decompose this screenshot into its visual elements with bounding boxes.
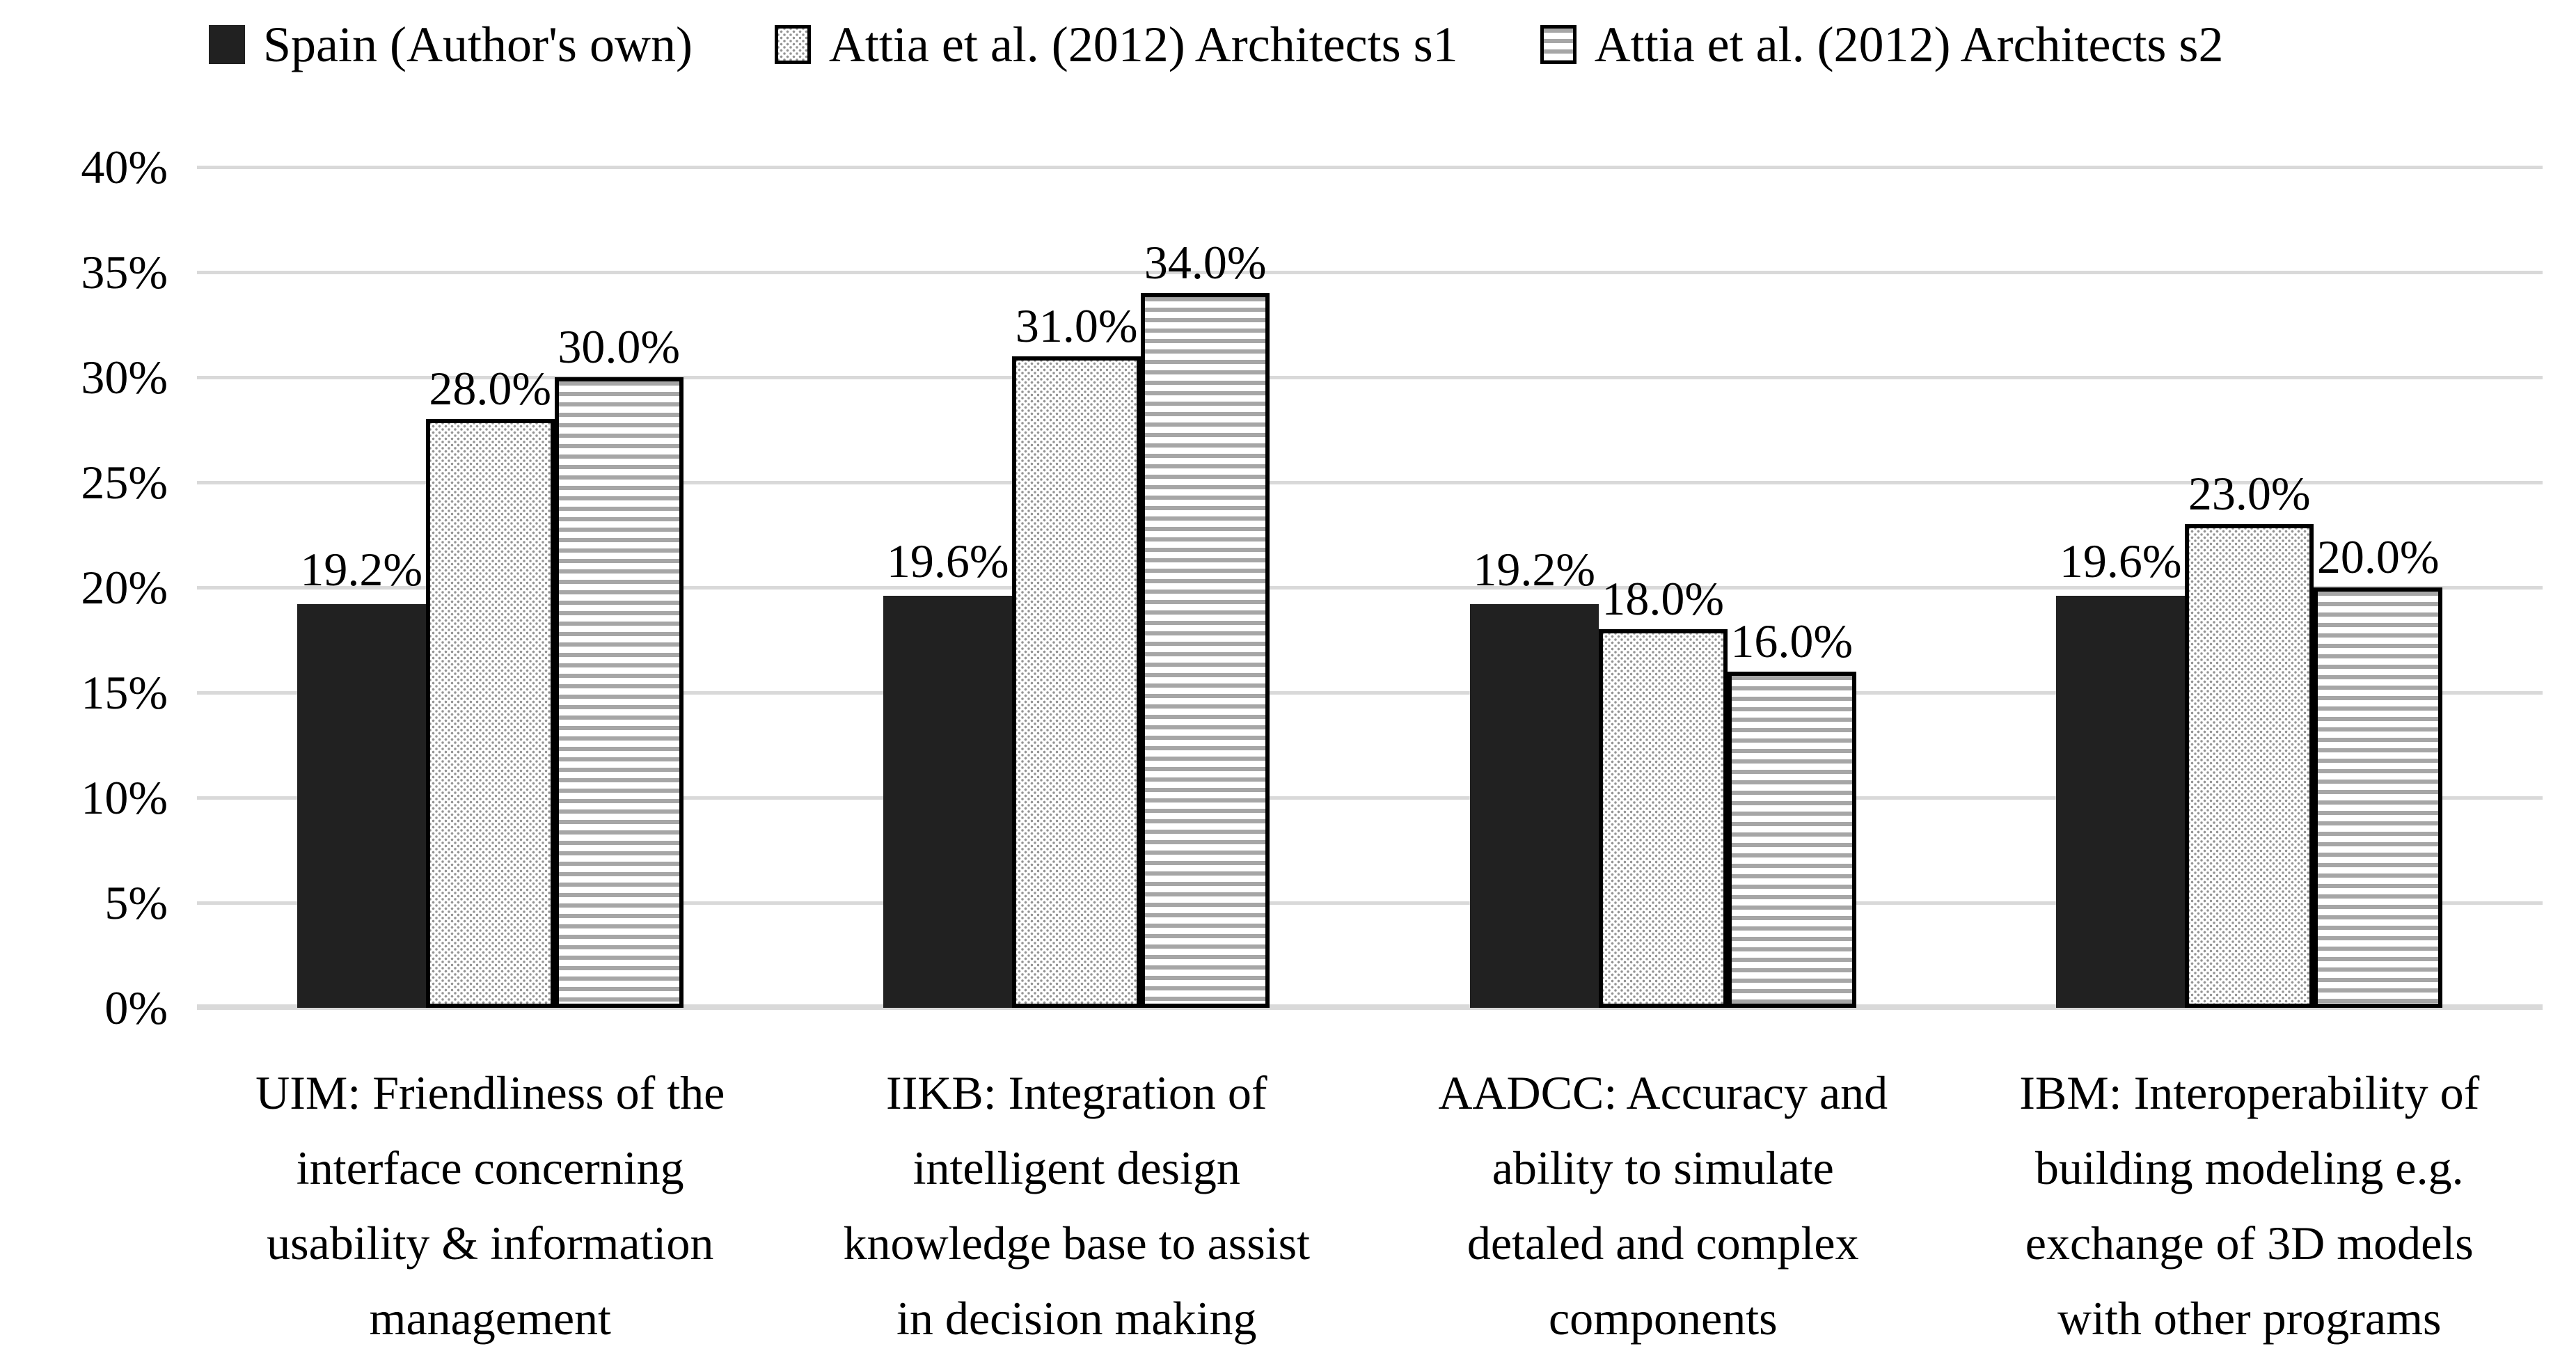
y-axis-tick-label: 0%: [104, 981, 168, 1034]
gridline: [197, 901, 2543, 905]
gridline: [197, 586, 2543, 590]
y-axis-tick-label: 15%: [81, 666, 168, 719]
bar-series-1: 31.0%: [1012, 302, 1141, 1008]
bar-value-label: 31.0%: [1015, 299, 1138, 352]
bar-series-0: 19.6%: [883, 537, 1013, 1008]
legend: Spain (Author's own) Attia et al. (2012) …: [209, 19, 2223, 70]
bar-value-label: 19.2%: [1473, 543, 1596, 596]
gridline: [197, 376, 2543, 379]
bar-series-2: 16.0%: [1727, 617, 1856, 1008]
category-axis: UIM: Friendliness of the interface conce…: [197, 1055, 2543, 1356]
bar-series-0: 19.2%: [297, 546, 426, 1008]
bar-value-label: 34.0%: [1144, 236, 1267, 290]
bar-value-label: 23.0%: [2188, 467, 2311, 521]
bar-group: 19.6% 31.0% 34.0%: [784, 167, 1370, 1008]
bar-group: 19.6% 23.0% 20.0%: [1957, 167, 2543, 1008]
y-axis-tick-label: 25%: [81, 456, 168, 509]
legend-swatch-hstripes: [1540, 25, 1577, 64]
bar-value-label: 19.6%: [886, 535, 1009, 588]
category-label: IIKB: Integration of intelligent design …: [843, 1066, 1310, 1345]
legend-label: Attia et al. (2012) Architects s1: [828, 17, 1458, 72]
bar-groups: 19.2% 28.0% 30.0% 19.6% 31.0% 34.0% 19.2% 18.0%…: [197, 167, 2543, 1008]
legend-swatch-solid: [209, 25, 245, 64]
legend-item: Attia et al. (2012) Architects s1: [774, 17, 1458, 72]
legend-swatch-dots: [774, 25, 811, 64]
gridline: [197, 1004, 2543, 1010]
y-axis-tick-label: 40%: [81, 141, 168, 193]
plot-area: 19.2% 28.0% 30.0% 19.6% 31.0% 34.0% 19.2% 18.0%…: [81, 143, 2543, 1031]
legend-item: Attia et al. (2012) Architects s2: [1540, 17, 2224, 72]
y-axis-tick-label: 20%: [81, 561, 168, 614]
y-axis-tick-label: 35%: [81, 246, 168, 299]
gridline: [197, 796, 2543, 800]
legend-item: Spain (Author's own): [209, 19, 693, 70]
bar-series-2: 30.0%: [554, 323, 683, 1008]
bar-value-label: 19.2%: [300, 543, 423, 596]
y-axis-tick-label: 5%: [104, 876, 168, 929]
legend-label: Spain (Author's own): [263, 17, 693, 72]
bar-value-label: 30.0%: [558, 320, 681, 373]
gridline: [197, 271, 2543, 274]
bar-group: 19.2% 18.0% 16.0%: [1370, 167, 1957, 1008]
bar-group: 19.2% 28.0% 30.0%: [197, 167, 784, 1008]
bar-series-0: 19.2%: [1469, 546, 1599, 1008]
bar-value-label: 20.0%: [2316, 530, 2440, 583]
gridline: [197, 691, 2543, 695]
bar-value-label: 18.0%: [1602, 572, 1725, 626]
legend-label: Attia et al. (2012) Architects s2: [1594, 17, 2224, 72]
gridline: [197, 166, 2543, 169]
bar-value-label: 28.0%: [429, 362, 552, 416]
category-label: IBM: Interoperability of building modeli…: [2019, 1066, 2480, 1345]
bar-series-1: 28.0%: [425, 365, 555, 1008]
gridline: [197, 481, 2543, 484]
y-axis-tick-label: 30%: [81, 351, 168, 404]
category-label: UIM: Friendliness of the interface conce…: [255, 1066, 725, 1345]
bar-series-2: 34.0%: [1141, 239, 1270, 1008]
bar-value-label: 16.0%: [1730, 614, 1854, 667]
bar-series-1: 18.0%: [1598, 575, 1728, 1008]
bar-value-label: 19.6%: [2059, 535, 2182, 588]
category-label: AADCC: Accuracy and ability to simulate …: [1438, 1066, 1888, 1345]
bar-series-0: 19.6%: [2056, 537, 2186, 1008]
bar-series-2: 20.0%: [2314, 533, 2443, 1008]
bar-series-1: 23.0%: [2185, 470, 2314, 1008]
y-axis-tick-label: 10%: [81, 771, 168, 824]
